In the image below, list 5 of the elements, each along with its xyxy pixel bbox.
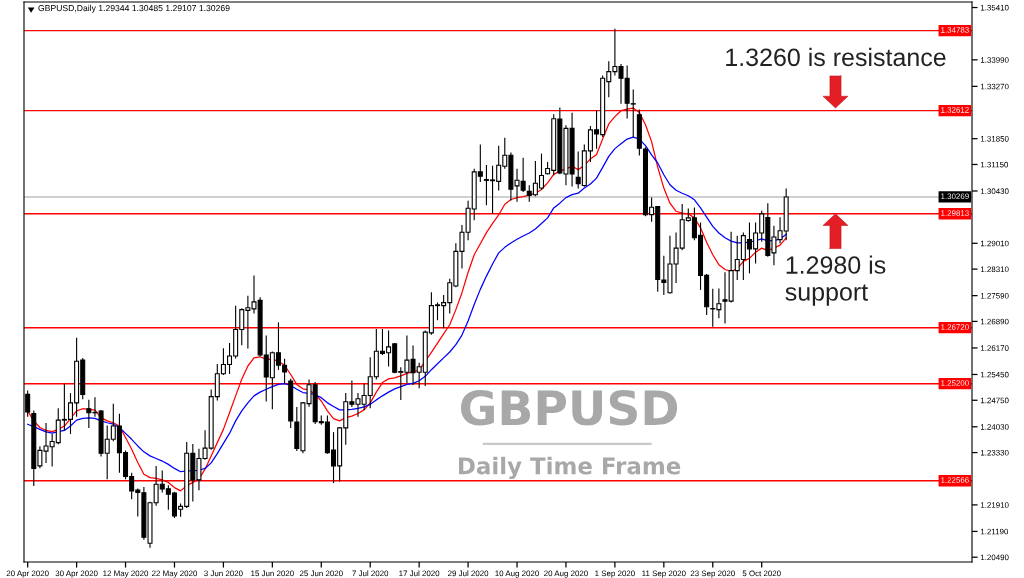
annotation: 1.3260 is resistance (726, 47, 946, 67)
annotation: 1.2980 is support (785, 255, 886, 306)
annotation: GBPUSD,Daily 1.29344 1.30485 1.29107 1.30269 (38, 4, 230, 13)
text: GBPUSD (460, 389, 678, 426)
text: Daily Time Frame (459, 456, 681, 480)
